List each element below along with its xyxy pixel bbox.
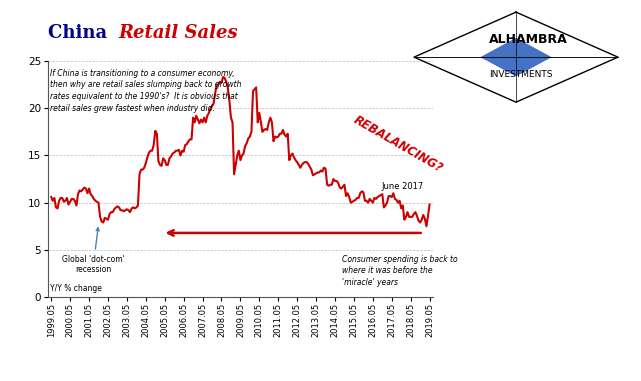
Polygon shape: [480, 38, 552, 77]
Text: Retail Sales: Retail Sales: [119, 24, 238, 42]
Text: REBALANCING?: REBALANCING?: [352, 113, 445, 174]
Text: ALHAMBRA: ALHAMBRA: [489, 33, 568, 46]
Text: If China is transitioning to a consumer economy,
then why are retail sales slump: If China is transitioning to a consumer …: [50, 69, 242, 113]
Text: June 2017: June 2017: [381, 182, 423, 191]
Text: Consumer spending is back to
where it was before the
'miracle' years: Consumer spending is back to where it wa…: [342, 255, 458, 287]
Text: Y/Y % change: Y/Y % change: [50, 284, 102, 293]
Text: Global 'dot-com'
recession: Global 'dot-com' recession: [62, 228, 125, 274]
Text: INVESTMENTS: INVESTMENTS: [489, 70, 553, 80]
Text: China: China: [48, 24, 113, 42]
